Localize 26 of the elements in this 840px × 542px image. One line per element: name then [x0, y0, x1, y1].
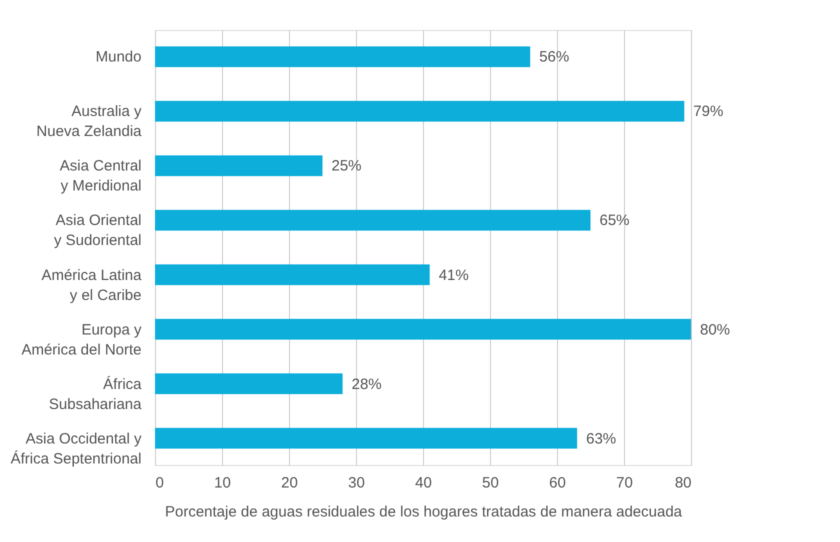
x-tick-label: 60 — [549, 474, 566, 492]
y-tick-label: América Latina y el Caribe — [41, 266, 142, 304]
data-label: 79% — [693, 103, 724, 120]
y-tick-label: África Subsahariana — [48, 374, 142, 413]
data-label: 65% — [600, 212, 630, 230]
x-axis-title: Porcentaje de aguas residuales de los hogares tratadas de manera adecuada — [164, 504, 683, 520]
data-label: 28% — [352, 376, 382, 393]
data-label: 63% — [586, 430, 616, 448]
x-tick-label: 40 — [415, 474, 432, 492]
y-tick-label: Asia Occidental y África Septentrional — [10, 430, 142, 468]
x-tick-label: 30 — [348, 474, 365, 492]
y-tick-label: Asia Oriental y Sudoriental — [54, 212, 142, 250]
x-tick-label: 50 — [482, 474, 499, 492]
data-label: 56% — [539, 48, 570, 66]
data-label: 25% — [332, 158, 362, 175]
x-tick-label: 70 — [616, 474, 633, 492]
data-label: 80% — [700, 321, 730, 338]
x-tick-label: 10 — [214, 474, 231, 492]
x-tick-label: 80 — [674, 474, 692, 492]
y-tick-label: Europa y América del Norte — [21, 321, 142, 358]
data-label: 41% — [438, 266, 469, 284]
y-tick-label: Asia Central y Meridional — [60, 158, 142, 195]
y-tick-label: Mundo — [96, 48, 142, 66]
x-tick-label: 20 — [281, 474, 298, 492]
x-tick-label: 0 — [156, 474, 164, 492]
y-tick-label: Australia y Nueva Zelandia — [36, 103, 142, 140]
